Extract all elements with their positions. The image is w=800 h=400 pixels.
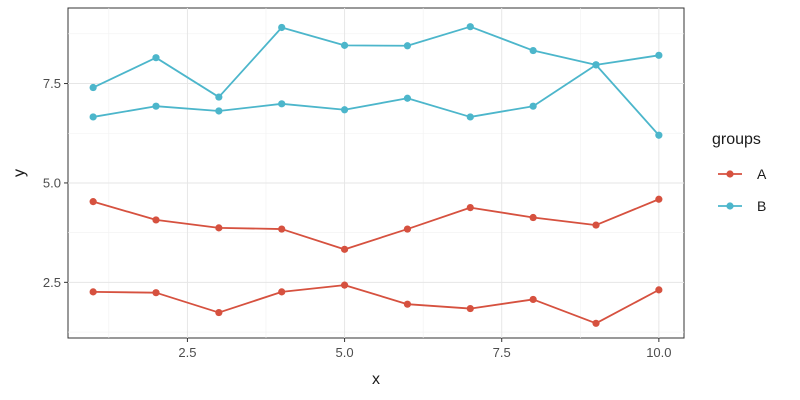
data-point-b xyxy=(152,102,160,110)
y-axis-title: y xyxy=(11,169,28,177)
data-point-b xyxy=(340,106,349,114)
x-axis-ticks: 2.5 5.0 7.5 10.0 xyxy=(178,338,672,360)
legend-label-b: B xyxy=(757,198,766,214)
x-tick-label: 10.0 xyxy=(646,345,671,360)
data-point-b xyxy=(278,100,286,108)
data-point-a xyxy=(89,288,97,296)
x-tick-label: 5.0 xyxy=(336,345,354,360)
legend-key-point xyxy=(726,202,734,210)
x-axis-title: x xyxy=(372,371,380,388)
series-line-a xyxy=(93,284,660,325)
y-tick-label: 5.0 xyxy=(43,175,61,190)
data-point-a xyxy=(529,213,537,222)
legend-title: groups xyxy=(712,131,761,148)
data-point-a xyxy=(529,295,537,304)
data-point-b xyxy=(89,113,97,121)
data-point-b xyxy=(215,93,223,101)
x-tick-label: 2.5 xyxy=(178,345,196,360)
y-tick-label: 2.5 xyxy=(43,275,61,290)
data-point-a xyxy=(592,319,600,327)
data-point-a xyxy=(278,225,286,233)
data-point-a xyxy=(215,308,223,317)
data-point-b xyxy=(592,61,600,69)
series-layer xyxy=(89,23,663,327)
data-point-a xyxy=(340,245,349,253)
data-point-b xyxy=(655,51,663,59)
data-point-b xyxy=(215,107,223,115)
data-point-a xyxy=(215,224,223,232)
data-point-a xyxy=(655,286,663,294)
data-point-b xyxy=(340,41,349,49)
series-line-b xyxy=(92,25,659,98)
data-point-b xyxy=(403,94,412,102)
x-tick-label: 7.5 xyxy=(493,345,511,360)
data-point-a xyxy=(340,281,349,289)
data-point-a xyxy=(152,216,160,224)
data-point-b xyxy=(529,46,537,55)
data-point-b xyxy=(466,23,474,31)
legend-label-a: A xyxy=(757,166,767,182)
legend-items: AB xyxy=(718,166,767,214)
data-point-a xyxy=(152,289,160,297)
data-point-a xyxy=(592,221,600,229)
data-point-a xyxy=(403,225,412,233)
data-point-a xyxy=(655,195,663,203)
y-axis-ticks: 2.5 5.0 7.5 xyxy=(43,76,68,290)
data-point-b xyxy=(403,42,412,50)
series-line-a xyxy=(92,198,660,251)
data-point-a xyxy=(466,203,474,212)
data-point-b xyxy=(466,113,474,121)
data-point-b xyxy=(152,54,160,62)
y-tick-label: 7.5 xyxy=(43,76,61,91)
data-point-b xyxy=(655,131,663,139)
data-point-a xyxy=(89,198,97,206)
data-point-a xyxy=(403,300,412,308)
data-point-a xyxy=(278,288,286,296)
data-point-b xyxy=(89,83,97,92)
data-point-b xyxy=(278,23,286,32)
grid-minor xyxy=(68,8,684,338)
data-point-a xyxy=(466,304,474,313)
legend: groups AB xyxy=(712,131,767,214)
data-point-b xyxy=(529,102,537,110)
legend-key-point xyxy=(726,170,734,178)
series-line-b xyxy=(92,63,660,136)
plot-panel xyxy=(67,7,685,339)
